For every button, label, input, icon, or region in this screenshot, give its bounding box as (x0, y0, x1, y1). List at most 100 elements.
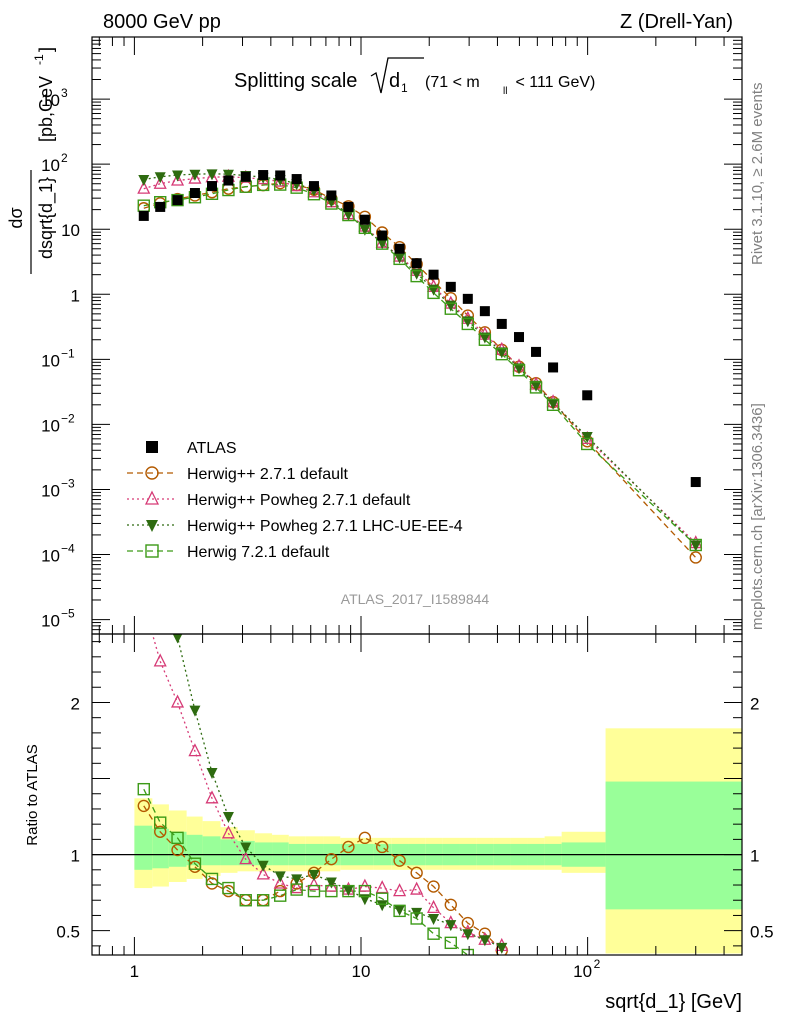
ratio-point (427, 880, 440, 893)
atlas-data-point (411, 258, 422, 269)
legend-label: Herwig++ Powheg 2.7.1 default (187, 492, 411, 509)
title-range-suffix: < 111 GeV) (511, 74, 595, 91)
ratio-point (222, 812, 234, 824)
header-left: 8000 GeV pp (103, 11, 221, 33)
ratio-point (444, 936, 457, 950)
ratio-point (291, 874, 303, 886)
y-tick-label: 10 (61, 221, 80, 240)
ratio-point (410, 912, 423, 925)
atlas-data-point (138, 210, 149, 221)
legend-marker (146, 520, 158, 532)
ratio-point (256, 894, 270, 907)
x-tick-label: 1 (130, 962, 139, 981)
ratio-point (171, 831, 184, 845)
series-point (170, 172, 185, 186)
ratio-uncertainty-bands (92, 728, 742, 954)
series-point (513, 363, 525, 375)
series-point (496, 347, 508, 359)
ratio-point (290, 880, 304, 894)
series-point (189, 169, 201, 181)
y-tick-label-exponent: −2 (61, 411, 75, 425)
ratio-point (172, 634, 183, 644)
series-point (359, 224, 371, 236)
ratio-point (205, 790, 219, 804)
ratio-y-tick-label-right: 2 (750, 694, 759, 713)
x-tick-label: 10 (573, 962, 592, 981)
y-label-numerator: dσ (6, 207, 26, 228)
ratio-point (375, 892, 389, 905)
y-tick-label-exponent: −1 (61, 346, 75, 360)
ratio-point (188, 857, 202, 870)
y-label-units-sup: -1 (32, 54, 46, 65)
title-text: Splitting scale (234, 70, 357, 92)
legend-label: Herwig++ 2.7.1 default (187, 466, 349, 483)
legend-label: Herwig 7.2.1 default (187, 544, 330, 561)
atlas-data-point (258, 170, 269, 181)
y-tick-label: 10 (41, 481, 60, 500)
atlas-data-point (548, 362, 559, 373)
ratio-point (428, 913, 440, 925)
ratio-frame (91, 633, 743, 956)
atlas-data-point (428, 269, 439, 280)
ratio-point (206, 767, 218, 779)
ratio-point (274, 871, 286, 883)
ratio-line (176, 634, 503, 948)
atlas-data-point (496, 318, 507, 329)
ratio-point (138, 455, 149, 466)
band-inner-bin (605, 781, 742, 910)
series-line (143, 183, 697, 546)
atlas-data-point (189, 188, 200, 199)
ratio-point (154, 825, 167, 838)
atlas-data-point (582, 390, 593, 401)
atlas-data-point (377, 230, 388, 241)
y-tick-label-exponent: 2 (61, 151, 68, 165)
atlas-data-point (275, 170, 286, 181)
x-tick-label-exponent: 2 (594, 957, 601, 971)
legend-label: ATLAS (187, 440, 237, 457)
ratio-point (256, 866, 270, 880)
series-point (222, 169, 234, 181)
series-point (410, 269, 423, 283)
ratio-point (239, 894, 252, 907)
series-point (137, 199, 150, 212)
ratio-point (307, 877, 321, 891)
y-tick-label-exponent: −4 (61, 542, 75, 556)
ratio-point (274, 889, 287, 902)
ratio-point (461, 948, 475, 955)
series-point (376, 238, 388, 250)
series-point (444, 302, 457, 315)
header-right: Z (Drell-Yan) (620, 11, 733, 33)
top-plot (137, 168, 703, 564)
sqrt-sign (370, 57, 424, 94)
y-tick-label-exponent: 3 (61, 86, 68, 100)
ratio-y-label: Ratio to ATLAS (24, 744, 41, 845)
series-point (461, 317, 475, 331)
atlas-data-point (240, 171, 251, 182)
ratio-y-tick-label-right: 1 (750, 847, 759, 866)
ratio-point (376, 900, 388, 912)
series-point (512, 364, 526, 377)
ratio-point (444, 898, 457, 911)
atlas-data-point (223, 175, 234, 186)
ratio-point (274, 884, 287, 898)
series-point (546, 398, 560, 412)
series-point (427, 286, 440, 300)
chart-title: Splitting scale d 1 (71 < m ll < 111 GeV… (234, 57, 595, 97)
ratio-point (137, 799, 150, 813)
y-tick-label-exponent: −5 (61, 607, 75, 621)
ratio-point (410, 866, 423, 880)
ratio-point (393, 883, 407, 897)
band-inner-bin (254, 842, 273, 866)
ratio-point (205, 872, 219, 886)
ratio-point (138, 597, 149, 608)
ratio-point (359, 894, 371, 906)
series-point (581, 432, 593, 444)
y-axis-label: dσ dsqrt{d_1} [pb,GeV -1 ] (6, 47, 57, 274)
ratio-y-tick-label: 1 (71, 847, 80, 866)
ratio-point (358, 831, 372, 845)
legend-label: Herwig++ Powheg 2.7.1 LHC-UE-EE-4 (187, 518, 463, 535)
ratio-point (154, 816, 167, 829)
ratio-point (393, 854, 406, 867)
atlas-data-point (394, 243, 405, 254)
